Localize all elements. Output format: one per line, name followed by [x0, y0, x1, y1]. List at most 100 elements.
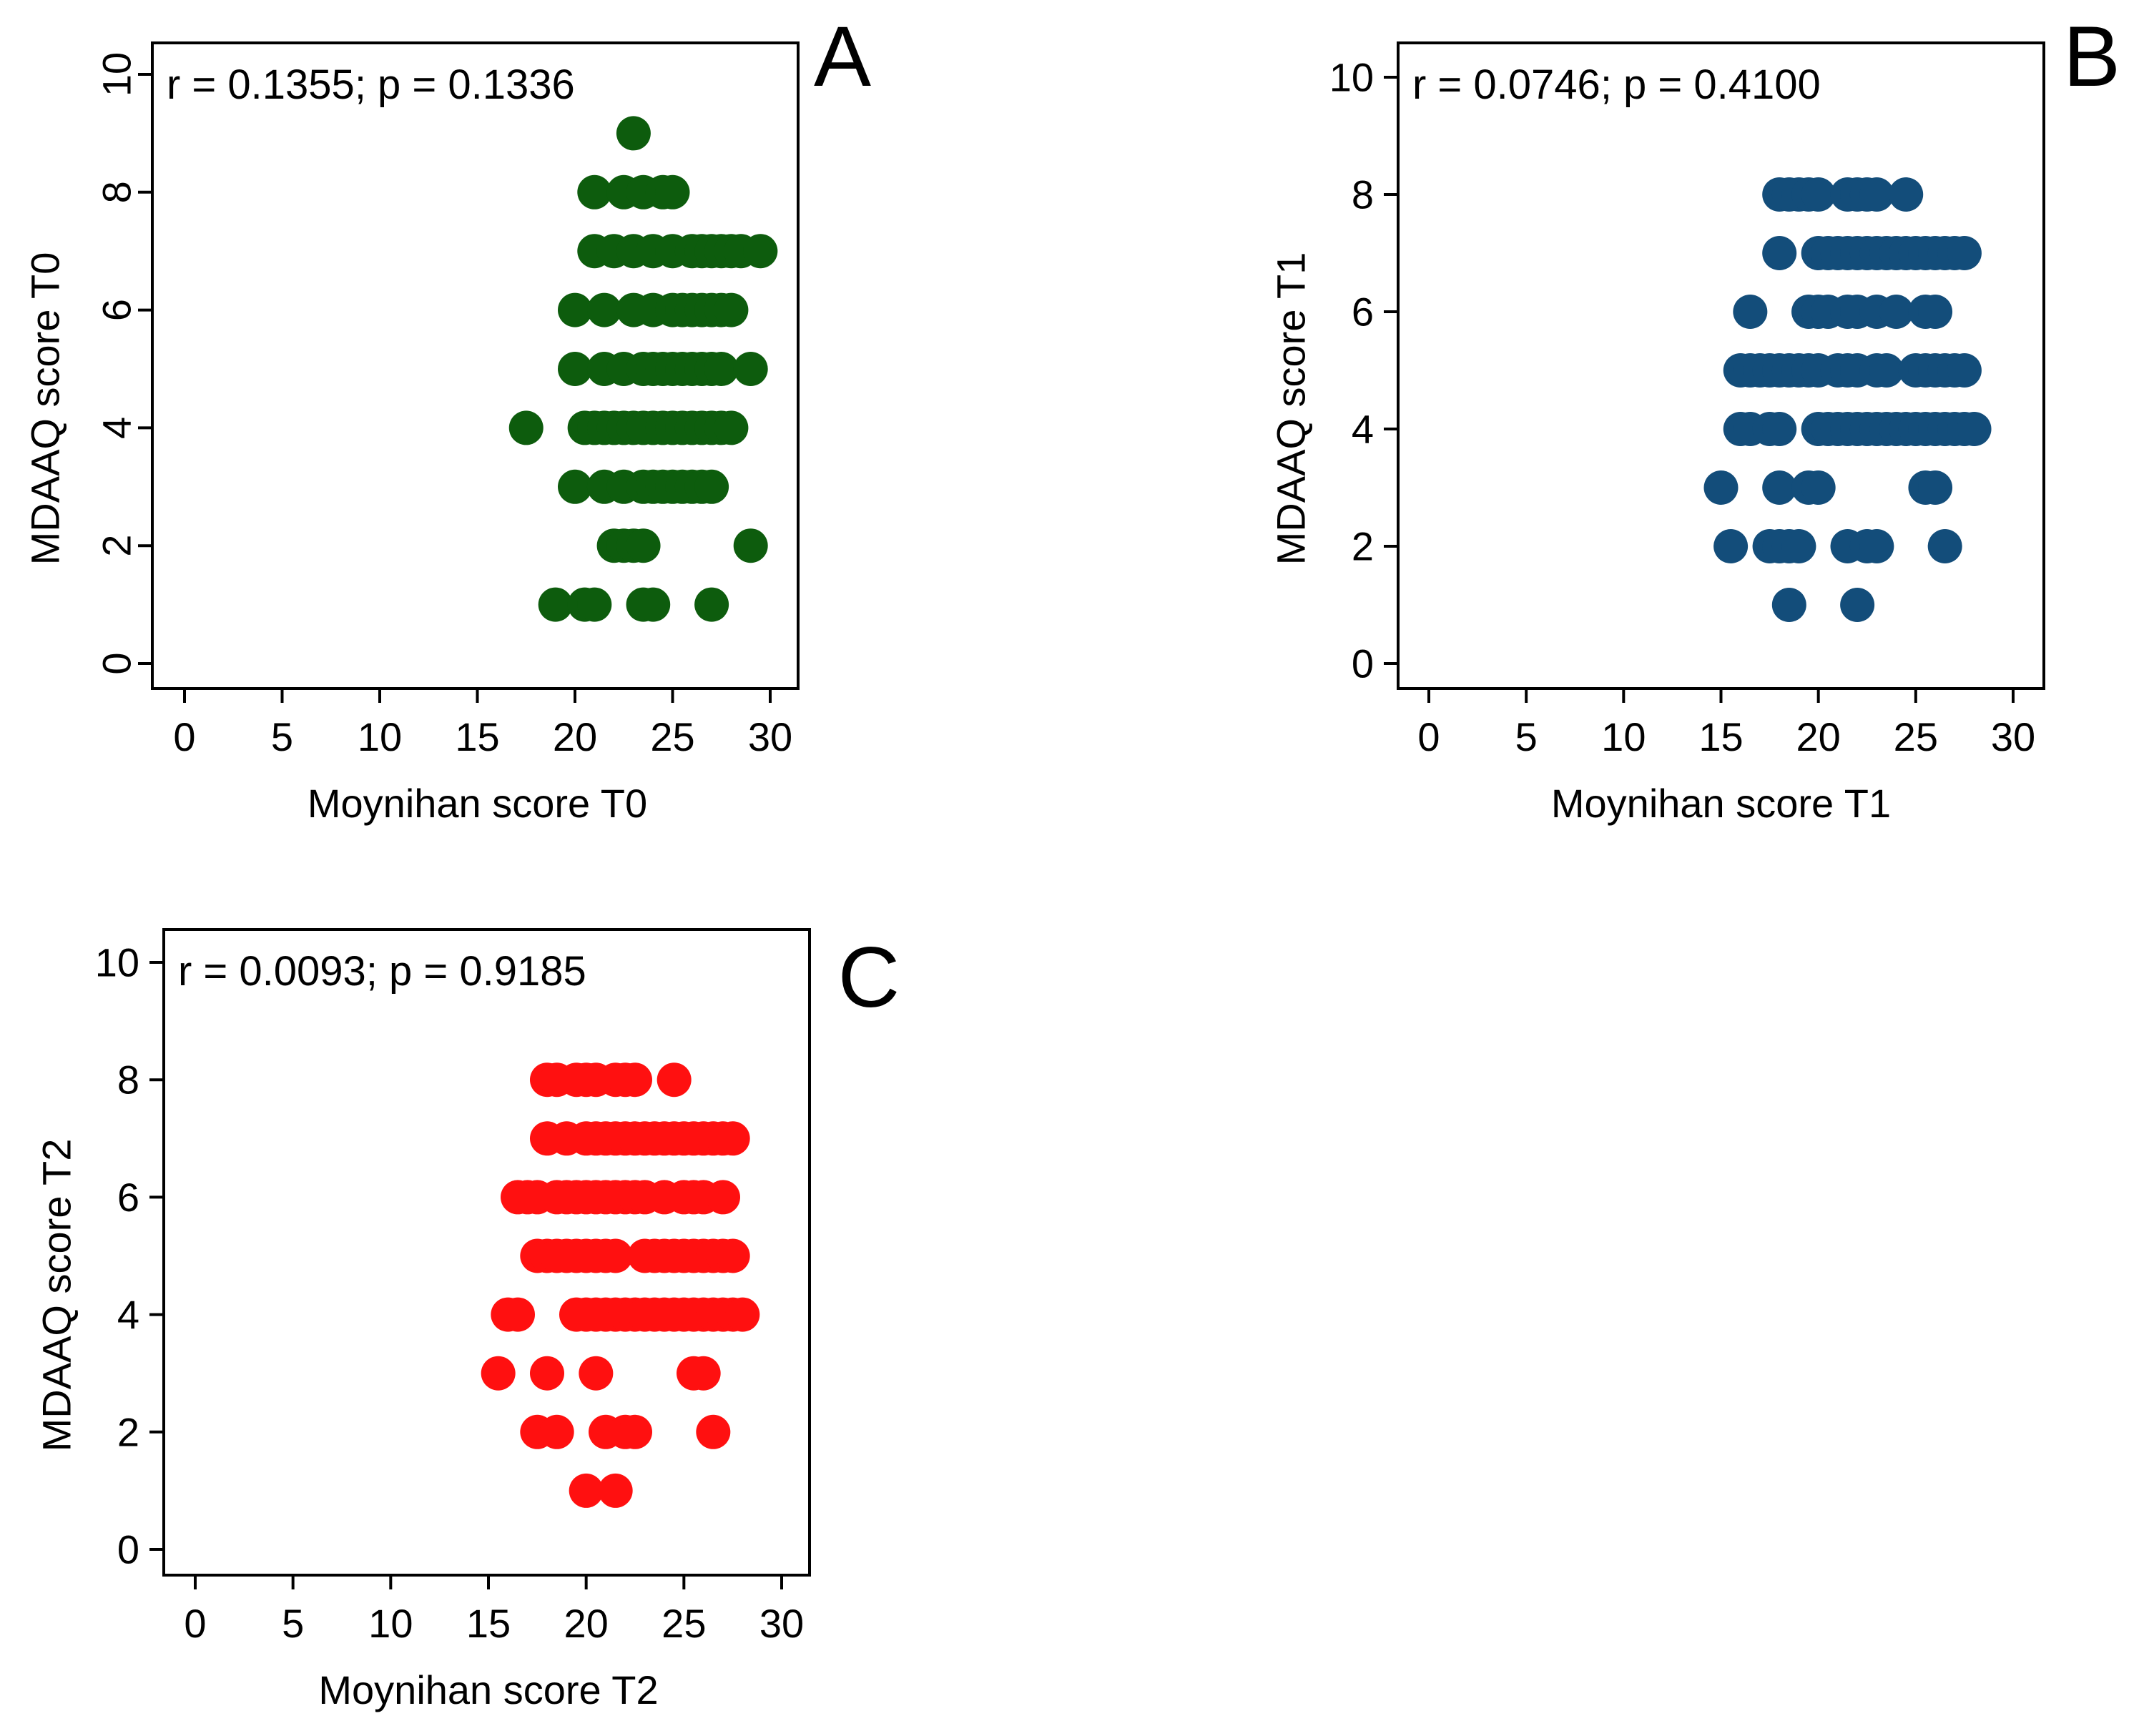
- data-point: [1840, 588, 1875, 622]
- scatter-points: [1703, 177, 1992, 622]
- y-tick-label: 2: [94, 535, 139, 557]
- x-axis-title: Moynihan score T2: [318, 1667, 658, 1712]
- data-point: [1947, 353, 1982, 388]
- y-tick-label: 0: [117, 1527, 139, 1572]
- x-tick-label: 10: [358, 714, 402, 759]
- scatter-points: [481, 1062, 760, 1508]
- data-point: [481, 1356, 516, 1391]
- data-point: [1947, 236, 1982, 270]
- data-point: [733, 352, 768, 386]
- panel-letter: B: [2063, 9, 2120, 104]
- y-tick-label: 10: [1329, 55, 1374, 100]
- data-point: [715, 1121, 750, 1156]
- correlation-annotation: r = 0.1355; p = 0.1336: [167, 61, 575, 108]
- y-tick-label: 10: [95, 940, 139, 985]
- data-point: [616, 116, 651, 151]
- y-tick-label: 6: [117, 1175, 139, 1220]
- y-axis-title: MDAAQ score T2: [34, 1139, 79, 1452]
- data-point: [686, 1356, 721, 1391]
- y-axis-title: MDAAQ score T1: [1269, 252, 1314, 566]
- x-tick-label: 30: [759, 1601, 804, 1646]
- data-point: [715, 1238, 750, 1273]
- data-point: [1762, 412, 1797, 446]
- data-point: [696, 1414, 731, 1449]
- data-point: [1762, 236, 1797, 270]
- scatter-points: [508, 116, 778, 622]
- y-tick-label: 0: [1352, 641, 1374, 686]
- x-tick-label: 10: [1601, 714, 1646, 759]
- x-tick-label: 30: [1991, 714, 2035, 759]
- x-tick-label: 30: [748, 714, 792, 759]
- data-point: [714, 292, 749, 327]
- data-point: [1889, 177, 1924, 212]
- data-point: [714, 410, 749, 445]
- y-axis-title: MDAAQ score T0: [23, 252, 68, 566]
- data-point: [704, 352, 739, 386]
- correlation-annotation: r = 0.0746; p = 0.4100: [1412, 61, 1821, 108]
- data-point: [577, 587, 612, 622]
- data-point: [636, 587, 671, 622]
- data-point: [579, 1356, 614, 1391]
- data-point: [1733, 295, 1768, 329]
- data-point: [1879, 295, 1914, 329]
- data-point: [656, 1062, 692, 1098]
- data-point: [1869, 353, 1904, 388]
- data-point: [1713, 529, 1749, 563]
- panel-letter: C: [838, 929, 900, 1025]
- x-tick-label: 15: [455, 714, 499, 759]
- data-point: [598, 1473, 633, 1508]
- data-point: [1703, 470, 1739, 505]
- x-axis-title: Moynihan score T0: [308, 781, 647, 826]
- x-tick-label: 15: [466, 1601, 511, 1646]
- x-tick-label: 20: [1796, 714, 1841, 759]
- y-tick-label: 4: [1352, 407, 1374, 452]
- y-tick-label: 2: [117, 1409, 139, 1454]
- data-point: [618, 1414, 652, 1449]
- y-tick-label: 0: [94, 652, 139, 674]
- x-tick-label: 25: [650, 714, 694, 759]
- x-axis-title: Moynihan score T1: [1551, 781, 1891, 826]
- x-tick-label: 15: [1698, 714, 1743, 759]
- data-point: [558, 292, 592, 327]
- data-point: [1859, 529, 1894, 563]
- correlation-annotation: r = 0.0093; p = 0.9185: [178, 948, 586, 995]
- data-point: [530, 1356, 564, 1391]
- panel-a: 0 5 10 15 20 25 30 0 2 4 6 8 10 Moynihan score T0 MDAA…: [23, 9, 872, 826]
- data-point: [618, 1062, 652, 1098]
- y-tick-label: 8: [94, 181, 139, 203]
- panel-b: 0 5 10 15 20 25 30 0 2 4 6 8 10 Moynihan score T1 MDAA…: [1269, 9, 2121, 826]
- x-tick-label: 5: [1515, 714, 1538, 759]
- y-tick-label: 4: [117, 1292, 139, 1337]
- y-tick-label: 8: [117, 1057, 139, 1103]
- x-tick-label: 5: [271, 714, 293, 759]
- x-tick-label: 25: [1894, 714, 1938, 759]
- data-point: [1762, 470, 1797, 505]
- x-tick-label: 5: [282, 1601, 304, 1646]
- data-point: [501, 1297, 535, 1332]
- data-point: [539, 1414, 574, 1449]
- data-point: [733, 528, 768, 563]
- data-point: [569, 1473, 604, 1508]
- x-tick-label: 10: [368, 1601, 413, 1646]
- data-point: [1781, 529, 1816, 563]
- x-tick-label: 20: [553, 714, 597, 759]
- data-point: [725, 1297, 760, 1332]
- y-tick-label: 2: [1352, 524, 1374, 569]
- x-tick-label: 0: [1417, 714, 1440, 759]
- data-point: [1927, 529, 1962, 563]
- y-tick-label: 8: [1352, 172, 1374, 217]
- data-point: [743, 234, 778, 269]
- data-point: [577, 174, 612, 209]
- x-tick-label: 0: [184, 1601, 206, 1646]
- data-point: [598, 1238, 633, 1273]
- data-point: [1859, 177, 1894, 212]
- data-point: [1918, 470, 1953, 505]
- panel-letter: A: [814, 9, 871, 104]
- data-point: [538, 587, 573, 622]
- data-point: [558, 469, 592, 504]
- data-point: [508, 410, 544, 445]
- x-tick-label: 25: [662, 1601, 706, 1646]
- y-tick-label: 6: [1352, 290, 1374, 335]
- y-tick-label: 6: [94, 299, 139, 321]
